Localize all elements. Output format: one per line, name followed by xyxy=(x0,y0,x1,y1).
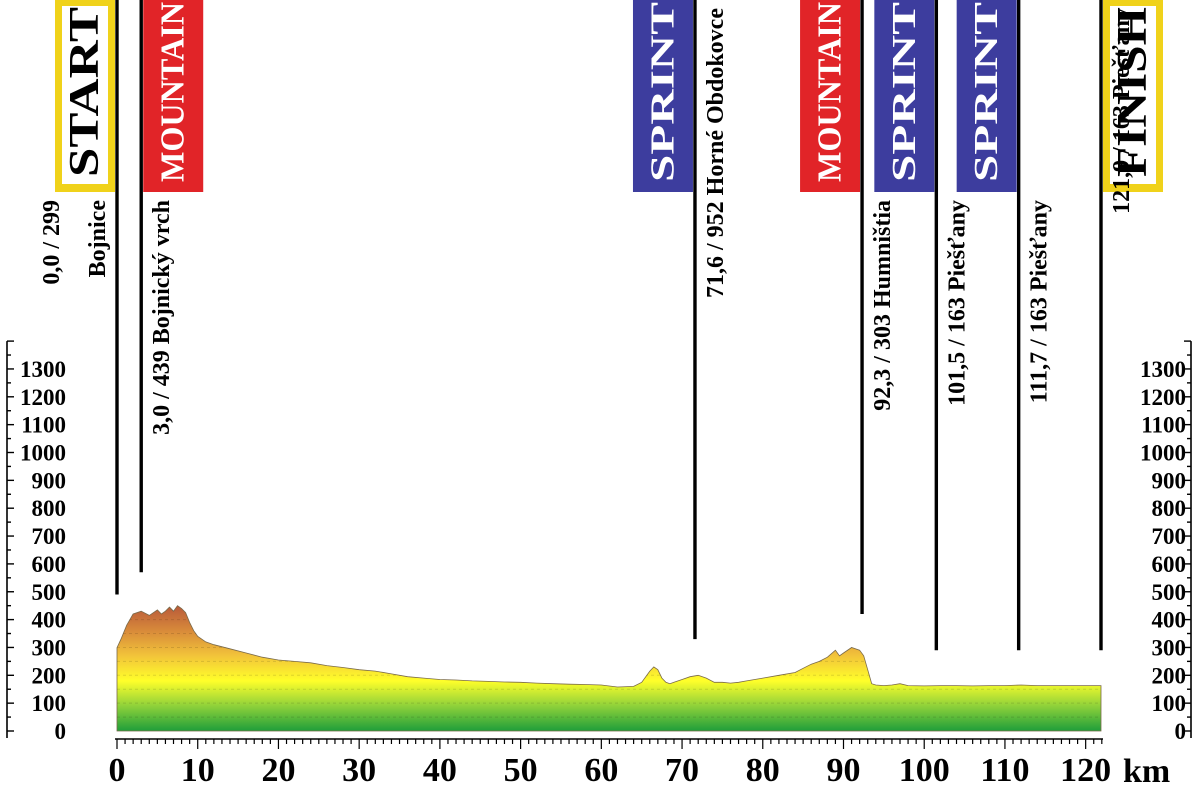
y-tick-label: 600 xyxy=(32,552,67,577)
profile-area-layer xyxy=(116,605,1102,732)
x-tick-label: 100 xyxy=(899,752,950,787)
y-tick-label: 1100 xyxy=(21,413,66,438)
y-tick-label: 1000 xyxy=(1140,441,1186,466)
y-tick-label: 300 xyxy=(32,635,67,660)
x-tick-label: 60 xyxy=(584,752,618,787)
x-tick-label: 30 xyxy=(342,752,376,787)
route-point-type-label: FINISH xyxy=(1110,7,1156,177)
y-tick-label: 700 xyxy=(32,524,67,549)
route-point-label: 71,6 / 952 Horné Obdokovce xyxy=(703,8,729,298)
route-point-type-label: START xyxy=(62,7,108,177)
y-tick-label: 400 xyxy=(1152,608,1187,633)
y-tick-label: 800 xyxy=(32,496,67,521)
y-tick-label: 1200 xyxy=(1140,385,1186,410)
y-tick-label: 500 xyxy=(1152,580,1187,605)
y-tick-label: 1300 xyxy=(1140,357,1186,382)
route-point-label: 3,0 / 439 Bojnický vrch xyxy=(149,200,175,435)
x-tick-label: 40 xyxy=(423,752,457,787)
route-point-type-label: MOUNTAIN xyxy=(155,2,192,182)
route-point-place: Bojnice xyxy=(85,200,111,278)
x-tick-label: 0 xyxy=(109,752,126,787)
route-point-type-label: SPRINT xyxy=(886,2,923,182)
route-point-sprint: SPRINT 71,6 / 952 Horné Obdokovce xyxy=(632,0,729,640)
route-point-box xyxy=(874,0,935,192)
x-tick-label: 20 xyxy=(261,752,295,787)
x-tick-label: 80 xyxy=(746,752,780,787)
x-tick-label: 110 xyxy=(980,752,1029,787)
route-point-type-label: SPRINT xyxy=(968,2,1005,182)
y-tick-label: 500 xyxy=(32,580,67,605)
route-point-label: 111,7 / 163 Piešťany xyxy=(1027,200,1053,403)
x-axis-unit-label: km xyxy=(1123,753,1170,787)
y-tick-label: 900 xyxy=(32,468,67,493)
y-tick-label: 0 xyxy=(55,719,67,744)
y-tick-label: 800 xyxy=(1152,496,1187,521)
route-point-mountain: MOUNTAIN 92,3 / 303 Humništia xyxy=(800,0,896,615)
route-point-start: START 0,0 / 299 Bojnice xyxy=(39,0,119,595)
route-point-label: 0,0 / 299 xyxy=(39,200,65,285)
route-point-box xyxy=(956,0,1017,192)
route-point-label: 101,5 / 163 Piešťany xyxy=(944,200,970,406)
route-markers: START 0,0 / 299 Bojnice MOUNTAIN 3,0 / 439 B… xyxy=(39,0,1163,651)
route-point-type-label: SPRINT xyxy=(644,2,681,182)
y-tick-label: 1000 xyxy=(20,441,66,466)
y-tick-label: 100 xyxy=(1152,691,1187,716)
route-point-type-label: MOUNTAIN xyxy=(812,2,849,182)
y-tick-label: 1100 xyxy=(1141,413,1186,438)
elevation-profile-area xyxy=(116,605,1102,732)
y-tick-label: 100 xyxy=(32,691,67,716)
route-point-box xyxy=(632,0,693,192)
y-tick-label: 400 xyxy=(32,608,67,633)
y-tick-label: 1200 xyxy=(20,385,66,410)
y-tick-label: 600 xyxy=(1152,552,1187,577)
route-point-box-inner xyxy=(1110,6,1156,184)
x-tick-label: 120 xyxy=(1060,752,1111,787)
route-point-sprint: SPRINT 101,5 / 163 Piešťany xyxy=(874,0,970,651)
y-tick-label: 0 xyxy=(1175,719,1187,744)
y-tick-label: 300 xyxy=(1152,635,1187,660)
route-point-mountain: MOUNTAIN 3,0 / 439 Bojnický vrch xyxy=(139,0,204,573)
route-point-box-inner xyxy=(62,6,108,184)
y-tick-label: 900 xyxy=(1152,468,1187,493)
x-tick-label: 70 xyxy=(665,752,699,787)
route-point-box xyxy=(800,0,861,192)
route-point-label: 121,9 / 163 Piešťany xyxy=(1109,8,1135,214)
route-point-box xyxy=(143,0,204,192)
route-point-sprint: SPRINT 111,7 / 163 Piešťany xyxy=(956,0,1053,651)
y-tick-label: 1300 xyxy=(20,357,66,382)
x-tick-label: 90 xyxy=(826,752,860,787)
x-tick-label: 10 xyxy=(181,752,215,787)
y-tick-label: 700 xyxy=(1152,524,1187,549)
x-tick-label: 50 xyxy=(504,752,538,787)
y-tick-label: 200 xyxy=(1152,663,1187,688)
x-axis: 0 10 20 30 40 50 60 70 80 90 100 110 120 xyxy=(109,738,1111,789)
y-tick-label: 200 xyxy=(32,663,67,688)
route-point-label: 92,3 / 303 Humništia xyxy=(870,200,896,411)
